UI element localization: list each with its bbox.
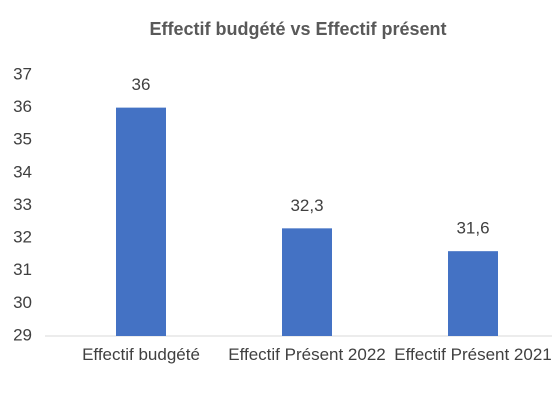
y-tick-label: 35 (13, 130, 32, 149)
value-label: 36 (132, 75, 151, 94)
x-tick-label: Effectif budgété (82, 345, 200, 364)
bar (282, 228, 332, 336)
y-tick-label: 29 (13, 325, 32, 344)
x-tick-label: Effectif Présent 2021 (394, 345, 552, 364)
y-tick-label: 30 (13, 293, 32, 312)
bar (116, 107, 166, 336)
y-tick-label: 36 (13, 97, 32, 116)
value-label: 32,3 (290, 196, 323, 215)
y-tick-label: 31 (13, 260, 32, 279)
chart-title: Effectif budgété vs Effectif présent (149, 19, 446, 39)
y-tick-label: 32 (13, 228, 32, 247)
y-tick-label: 33 (13, 195, 32, 214)
y-tick-label: 34 (13, 162, 32, 181)
x-tick-label: Effectif Présent 2022 (228, 345, 386, 364)
value-label: 31,6 (456, 219, 489, 238)
y-tick-label: 37 (13, 64, 32, 83)
bar (448, 251, 498, 336)
